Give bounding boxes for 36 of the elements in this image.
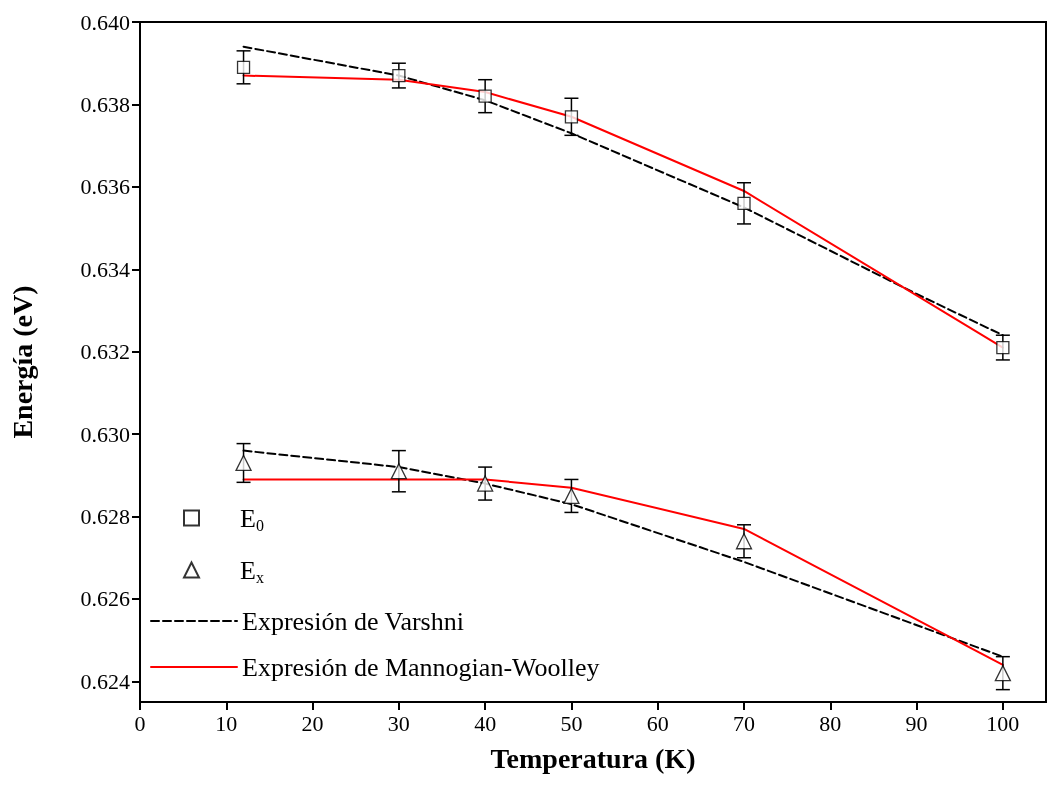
x-tick-label: 20: [301, 710, 324, 736]
y-tick-label: 0.624: [80, 668, 130, 694]
y-tick-label: 0.640: [80, 9, 130, 35]
x-tick-label: 90: [905, 710, 928, 736]
legend-label: Expresión de Varshni: [242, 606, 464, 636]
x-tick-label: 80: [819, 710, 842, 736]
y-tick-label: 0.630: [80, 421, 130, 447]
point: [564, 110, 579, 124]
point: [735, 533, 753, 550]
x-tick-label: 30: [387, 710, 410, 736]
y-tick-label: 0.636: [80, 174, 130, 200]
x-tick-label: 50: [560, 710, 583, 736]
point: [737, 196, 751, 210]
y-tick-label: 0.632: [80, 339, 130, 365]
x-tick-label: 70: [733, 710, 755, 736]
x-tick-label: 40: [474, 710, 497, 736]
point: [563, 487, 580, 505]
y-tick-label: 0.628: [80, 504, 130, 530]
y-axis-title: Energía (eV): [6, 285, 38, 439]
x-tick-label: 100: [986, 710, 1020, 736]
x-tick-label: 60: [646, 710, 669, 736]
legend-label: Expresión de Mannogian-Woolley: [242, 652, 600, 682]
x-axis-title: Temperatura (K): [490, 742, 696, 774]
point: [478, 89, 492, 103]
x-tick-label: 10: [215, 710, 238, 736]
point: [392, 68, 406, 83]
point: [476, 475, 494, 492]
y-tick-label: 0.634: [80, 256, 130, 282]
y-tick-label: 0.626: [80, 586, 130, 612]
x-tick-label: 0: [134, 710, 146, 736]
point: [996, 340, 1010, 355]
point: [236, 60, 251, 74]
y-tick-label: 0.638: [80, 91, 130, 117]
point: [994, 665, 1012, 682]
point: [390, 463, 408, 480]
point: [235, 454, 252, 472]
